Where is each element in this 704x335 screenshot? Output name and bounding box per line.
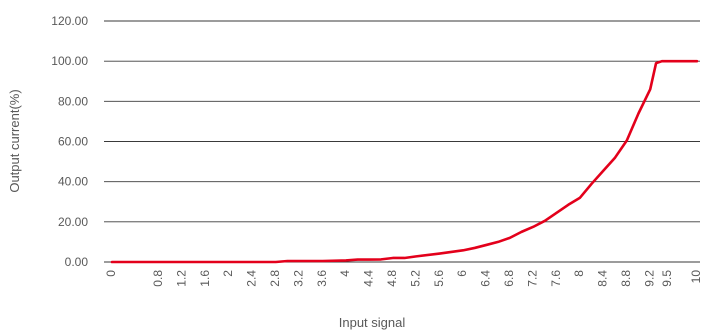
x-tick-label: 2.8 bbox=[268, 270, 282, 287]
x-tick-label: 0.8 bbox=[151, 270, 165, 287]
y-axis-title: Output current(%) bbox=[7, 89, 22, 192]
x-tick-label: 3.6 bbox=[315, 270, 329, 287]
x-axis-tick-labels: 0 0.8 1.2 1.6 2 2.4 2.8 3.2 3.6 4 4.4 4.8 5.2 5.6 6 6.4… bbox=[104, 270, 703, 287]
y-tick-label: 120.00 bbox=[51, 14, 88, 28]
x-tick-label: 8.8 bbox=[619, 270, 633, 287]
x-tick-label: 6.8 bbox=[502, 270, 516, 287]
x-tick-label: 3.2 bbox=[291, 270, 305, 287]
series-line bbox=[110, 59, 699, 264]
x-axis-title: Input signal bbox=[339, 315, 406, 330]
x-tick-label: 9.5 bbox=[660, 270, 674, 287]
series-layer bbox=[110, 59, 699, 264]
x-tick-label: 5.6 bbox=[432, 270, 446, 287]
y-tick-label: 60.00 bbox=[58, 135, 88, 149]
x-tick-label: 2.4 bbox=[245, 270, 259, 287]
x-tick-label: 7.6 bbox=[549, 270, 563, 287]
y-tick-label: 80.00 bbox=[58, 94, 88, 108]
x-tick-label: 9.2 bbox=[642, 270, 656, 287]
gridlines bbox=[104, 20, 700, 263]
x-tick-label: 10 bbox=[689, 270, 703, 284]
x-tick-label: 4.4 bbox=[362, 270, 376, 287]
y-tick-label: 40.00 bbox=[58, 175, 88, 189]
y-tick-label: 100.00 bbox=[51, 54, 88, 68]
x-tick-label: 6.4 bbox=[479, 270, 493, 287]
y-tick-label: 20.00 bbox=[58, 215, 88, 229]
y-axis-tick-labels: 0.00 20.00 40.00 60.00 80.00 100.00 120.00 bbox=[51, 14, 88, 269]
x-tick-label: 1.2 bbox=[174, 270, 188, 287]
x-tick-label: 4 bbox=[338, 270, 352, 277]
x-tick-label: 7.2 bbox=[525, 270, 539, 287]
x-tick-label: 8 bbox=[572, 270, 586, 277]
x-tick-label: 8.4 bbox=[596, 270, 610, 287]
x-tick-label: 5.2 bbox=[408, 270, 422, 287]
x-tick-label: 0 bbox=[104, 270, 118, 277]
x-tick-label: 2 bbox=[221, 270, 235, 277]
y-tick-label: 0.00 bbox=[65, 255, 89, 269]
x-tick-label: 6 bbox=[455, 270, 469, 277]
x-tick-label: 1.6 bbox=[198, 270, 212, 287]
x-tick-label: 4.8 bbox=[385, 270, 399, 287]
